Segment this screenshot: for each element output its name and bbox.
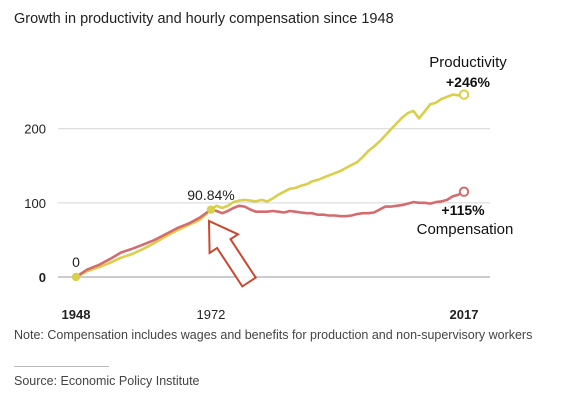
y-axis-ticks: 0 100 200 <box>24 122 46 285</box>
origin-marker <box>71 272 81 282</box>
end-marker-productivity <box>458 89 470 100</box>
divider <box>14 366 109 367</box>
series-markers <box>71 89 470 282</box>
productivity-value-label: +246% <box>446 74 491 90</box>
compensation-name-label: Compensation <box>417 221 514 238</box>
y-tick-label-0: 0 <box>39 270 46 285</box>
compensation-value-label: +115% <box>441 202 485 218</box>
annotation-label-origin: 0 <box>72 254 80 270</box>
series-line-compensation <box>74 190 466 279</box>
x-tick-label-2017: 2017 <box>450 307 479 322</box>
x-tick-label-1948: 1948 <box>62 307 91 322</box>
end-marker-compensation <box>458 186 470 197</box>
annotation-label-1972: 90.84% <box>187 187 234 203</box>
x-tick-label-1972: 1972 <box>196 307 225 322</box>
marker-1972 <box>206 205 216 214</box>
series-lines <box>74 93 466 279</box>
chart-labels: 0 90.84% Productivity +246% +115% Compen… <box>72 54 513 270</box>
productivity-name-label: Productivity <box>429 54 507 71</box>
y-tick-label-100: 100 <box>24 196 46 211</box>
chart-note: Note: Compensation includes wages and be… <box>14 328 533 342</box>
y-tick-label-200: 200 <box>24 122 46 137</box>
series-line-productivity <box>74 93 466 279</box>
chart-source: Source: Economic Policy Institute <box>14 374 200 388</box>
callout-arrow-layer <box>207 219 258 288</box>
callout-arrow <box>207 219 258 288</box>
x-axis-ticks: 1948 1972 2017 <box>62 307 479 322</box>
chart-title: Growth in productivity and hourly compen… <box>14 11 394 27</box>
